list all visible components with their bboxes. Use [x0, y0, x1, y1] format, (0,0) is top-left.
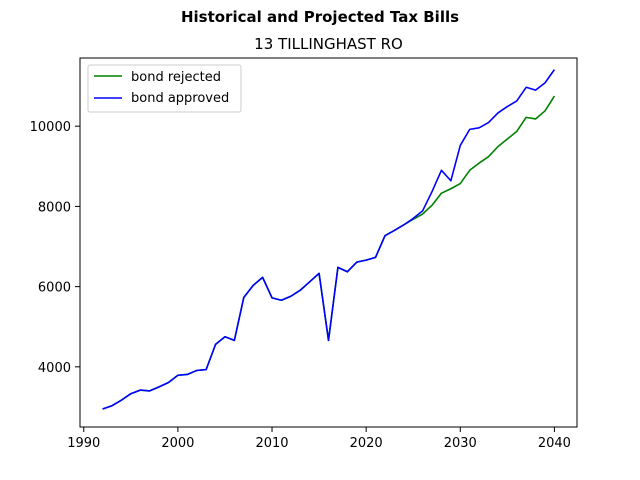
axes-frame: [79, 57, 578, 428]
y-tick-label: 6000: [38, 281, 71, 296]
x-axis-ticks: 1990 2000 2010 2020 2030 2040: [67, 427, 571, 451]
x-tick-label: 1990: [67, 436, 100, 451]
plot-area: 1990 2000 2010 2020 2030 2040 4000 6000 8000 100…: [30, 57, 578, 451]
y-tick-label: 8000: [38, 200, 71, 215]
chart-title: Historical and Projected Tax Bills: [181, 8, 459, 26]
x-tick-label: 2020: [350, 436, 383, 451]
y-tick-label: 10000: [30, 120, 71, 135]
x-tick-label: 2000: [161, 436, 194, 451]
legend-label-bond-approved: bond approved: [131, 91, 229, 106]
legend: bond rejected bond approved: [87, 64, 242, 113]
x-tick-label: 2010: [255, 436, 288, 451]
y-tick-label: 4000: [38, 361, 71, 376]
chart-subtitle: 13 TILLINGHAST RO: [254, 35, 403, 53]
x-tick-label: 2040: [538, 436, 571, 451]
series-line-bond-approved: [102, 69, 556, 410]
legend-label-bond-rejected: bond rejected: [131, 70, 221, 85]
legend-box: [87, 64, 242, 113]
series-layer: [102, 69, 556, 410]
y-axis-ticks: 4000 6000 8000 10000: [30, 120, 80, 376]
x-tick-label: 2030: [444, 436, 477, 451]
